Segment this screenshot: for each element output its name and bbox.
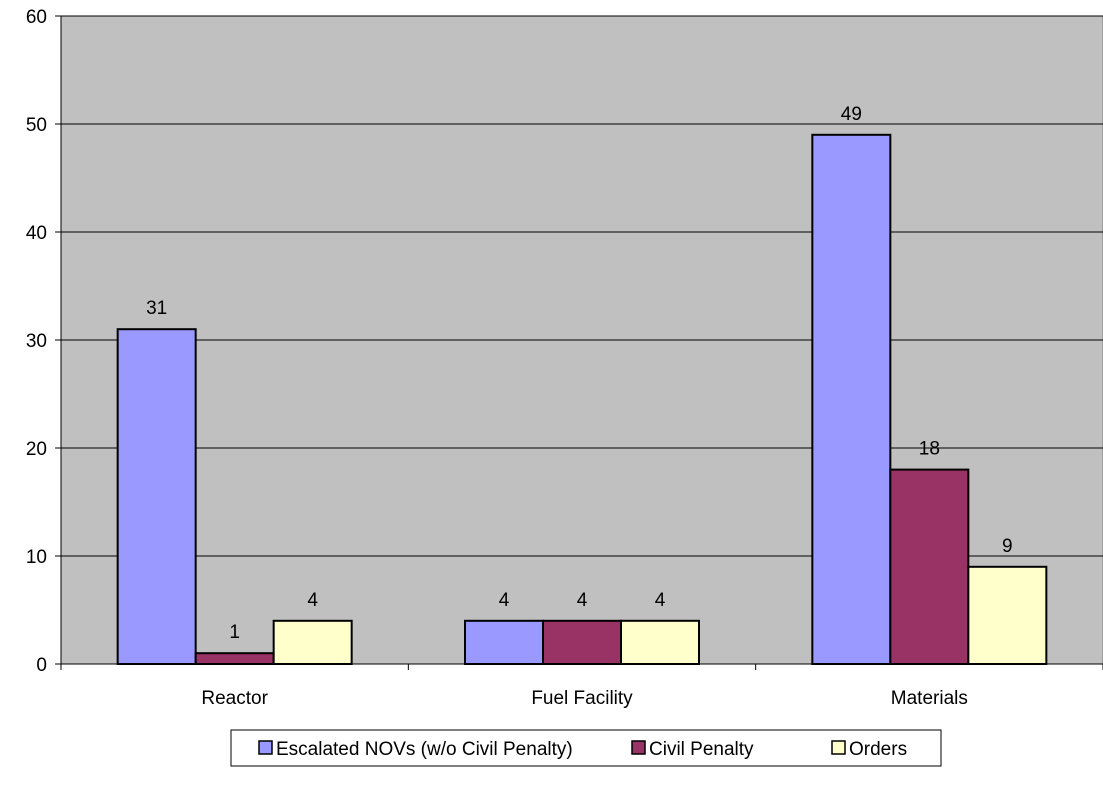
- data-labels: 31 1 4 4 4 4 49 18 9: [146, 104, 1013, 643]
- legend: Escalated NOVs (w/o Civil Penalty) Civil …: [230, 729, 942, 767]
- legend-label: Orders: [849, 739, 907, 760]
- legend-swatch: [831, 740, 846, 755]
- bar: [889, 468, 970, 665]
- data-label: 49: [841, 104, 862, 125]
- data-label: 4: [655, 590, 666, 611]
- x-category-label: Materials: [891, 688, 968, 709]
- bar: [272, 619, 353, 665]
- x-category-label: Reactor: [201, 688, 268, 709]
- data-label: 18: [919, 439, 940, 460]
- data-label: 4: [307, 590, 318, 611]
- bar: [620, 619, 700, 665]
- bar: [194, 652, 275, 666]
- data-label: 9: [1002, 536, 1013, 557]
- data-label: 31: [146, 298, 167, 319]
- legend-label: Civil Penalty: [649, 739, 754, 760]
- bar: [464, 619, 544, 665]
- x-category-labels: Reactor Fuel Facility Materials: [60, 664, 1103, 709]
- bar: [116, 328, 197, 665]
- data-label: 4: [577, 590, 588, 611]
- bar: [967, 565, 1048, 665]
- data-label: 1: [229, 622, 240, 643]
- x-category-label: Fuel Facility: [531, 688, 633, 709]
- legend-box: [230, 729, 942, 767]
- y-tick-label: 10: [26, 547, 47, 568]
- y-tick-label: 60: [26, 7, 47, 28]
- bar: [811, 133, 892, 666]
- bar: [542, 619, 622, 665]
- legend-label: Escalated NOVs (w/o Civil Penalty): [276, 739, 573, 760]
- y-tick-label: 0: [36, 655, 47, 676]
- legend-swatch: [258, 740, 273, 755]
- legend-swatch: [631, 740, 646, 755]
- y-tick-label: 40: [26, 223, 47, 244]
- y-tick-label: 20: [26, 439, 47, 460]
- gridlines: [61, 15, 1103, 557]
- y-tick-labels: 0 10 20 30 40 50 60: [26, 7, 61, 676]
- data-label: 4: [499, 590, 510, 611]
- y-tick-label: 50: [26, 115, 47, 136]
- y-tick-label: 30: [26, 331, 47, 352]
- bars-group: [116, 133, 1048, 666]
